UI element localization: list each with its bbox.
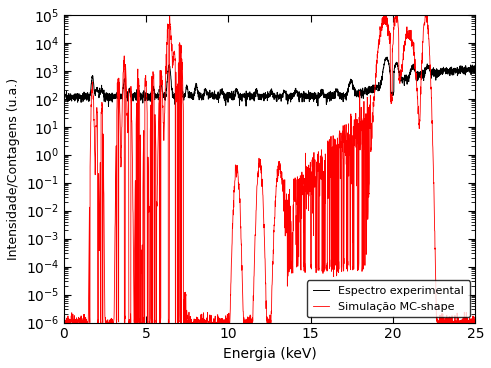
Espectro experimental [291, 91, 297, 95]
Espectro experimental [71, 97, 77, 101]
Espectro experimental [429, 68, 435, 72]
X-axis label: Energia (keV): Energia (keV) [223, 347, 317, 361]
Line: Simulação MC-shape: Simulação MC-shape [65, 12, 475, 323]
Line: Espectro experimental: Espectro experimental [65, 57, 475, 106]
Simulação MC-shape [413, 77, 419, 81]
Espectro experimental [106, 104, 111, 109]
Simulação MC-shape [472, 321, 478, 325]
Simulação MC-shape [396, 77, 402, 82]
Y-axis label: Intensidade/Contagens (u.a.): Intensidade/Contagens (u.a.) [7, 78, 20, 260]
Simulação MC-shape [63, 321, 69, 325]
Espectro experimental [221, 94, 227, 99]
Simulação MC-shape [291, 178, 297, 183]
Simulação MC-shape [62, 320, 68, 325]
Legend: Espectro experimental, Simulação MC-shape: Espectro experimental, Simulação MC-shap… [307, 280, 470, 317]
Espectro experimental [62, 93, 68, 97]
Espectro experimental [472, 67, 478, 71]
Simulação MC-shape [221, 319, 227, 323]
Simulação MC-shape [429, 104, 435, 109]
Simulação MC-shape [71, 321, 77, 325]
Espectro experimental [384, 55, 390, 59]
Espectro experimental [413, 78, 419, 82]
Simulação MC-shape [424, 10, 430, 14]
Espectro experimental [397, 74, 403, 79]
